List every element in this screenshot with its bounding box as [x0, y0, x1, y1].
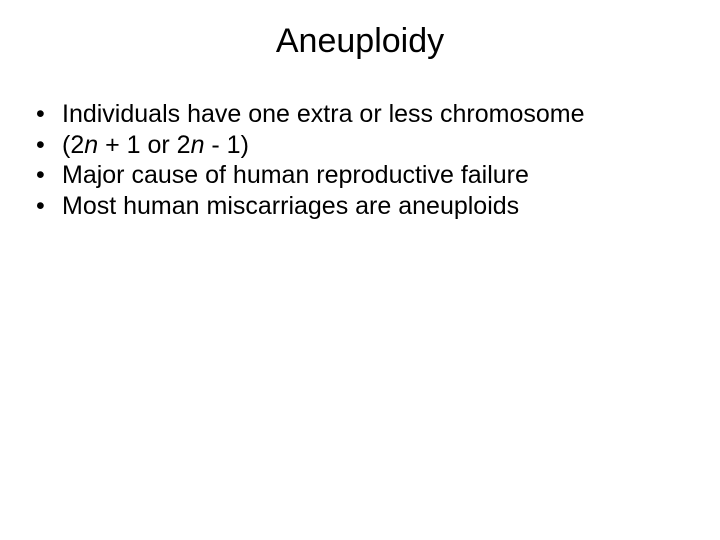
bullet-run: + 1 or 2	[98, 131, 190, 159]
bullet-item: Major cause of human reproductive failur…	[28, 160, 692, 191]
slide-title: Aneuploidy	[0, 0, 720, 99]
bullet-run: - 1)	[204, 131, 248, 159]
bullet-run: n	[84, 131, 98, 159]
bullet-item: Most human miscarriages are aneuploids	[28, 191, 692, 222]
bullet-item: (2n + 1 or 2n - 1)	[28, 130, 692, 161]
bullet-run: n	[191, 131, 205, 159]
bullet-run: Individuals have one extra or less chrom…	[62, 100, 585, 128]
bullet-run: Most human miscarriages are aneuploids	[62, 192, 519, 220]
slide-body: Individuals have one extra or less chrom…	[0, 99, 720, 221]
bullet-run: Major cause of human reproductive failur…	[62, 161, 529, 189]
bullet-list: Individuals have one extra or less chrom…	[28, 99, 692, 221]
slide: Aneuploidy Individuals have one extra or…	[0, 0, 720, 540]
bullet-item: Individuals have one extra or less chrom…	[28, 99, 692, 130]
bullet-run: (2	[62, 131, 84, 159]
